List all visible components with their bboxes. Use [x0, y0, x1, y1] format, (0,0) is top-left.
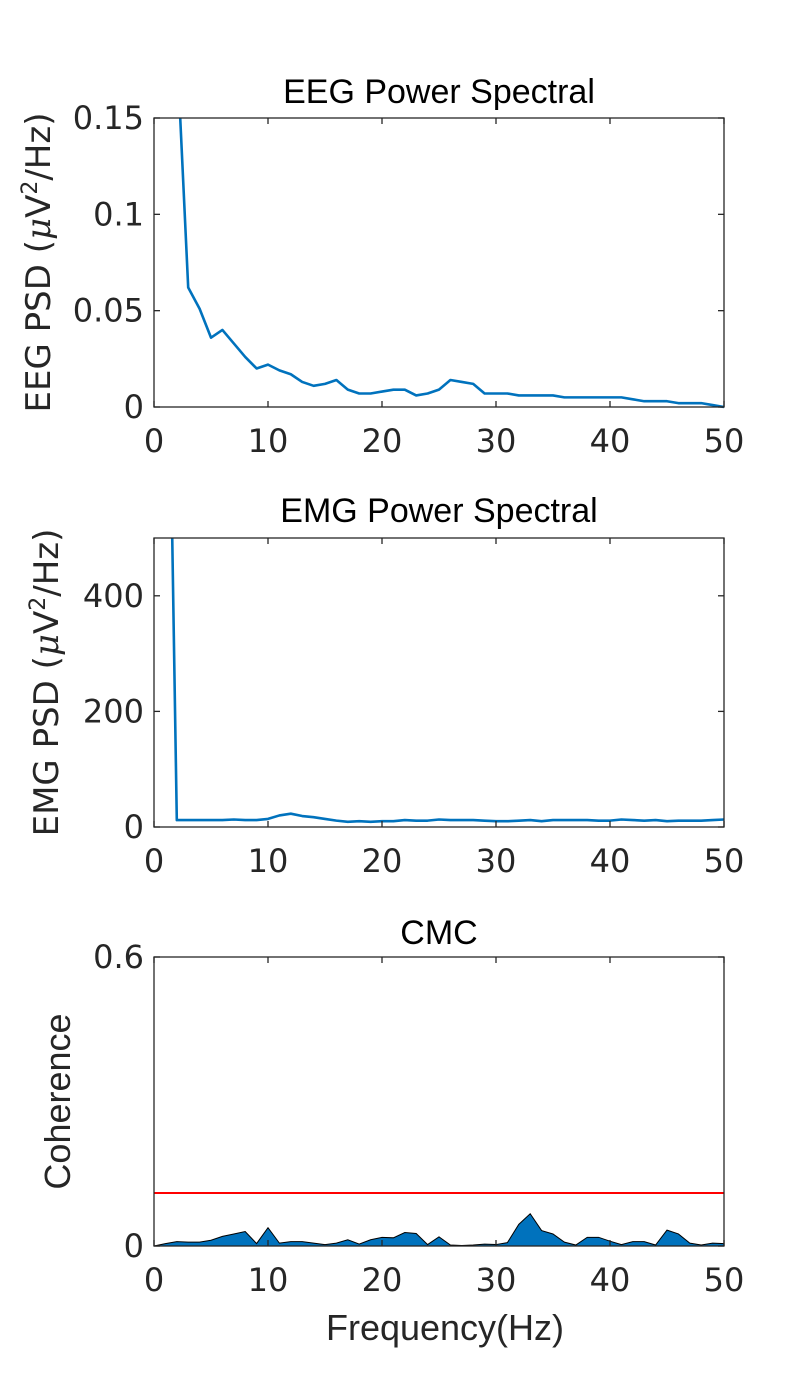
- series-line: [178, 117, 725, 409]
- plot-frame: [153, 117, 725, 408]
- x-tick-label: 40: [590, 422, 631, 460]
- coherence-area: [153, 1212, 725, 1247]
- chart-panel-1: 0 10 20 30 40 50 0 0.05 0.1 0.15 EEG Power Spectra…: [18, 73, 744, 460]
- y-tick-label: 200: [83, 692, 144, 730]
- x-tick-label: 0: [144, 1261, 164, 1299]
- y-axis-label-part: EEG PSD (: [19, 240, 59, 412]
- y-axis-label: EEG PSD (μV2/Hz): [18, 113, 59, 413]
- x-tick-label: 50: [704, 422, 745, 460]
- chart-title: EMG Power Spectral: [280, 492, 597, 530]
- x-tick-label: 50: [704, 842, 745, 880]
- y-axis-label-part: 2: [26, 597, 51, 611]
- y-axis-label-part: μ: [27, 634, 67, 656]
- y-tick-label: 0: [124, 808, 144, 846]
- plot-frame: [153, 537, 725, 828]
- x-tick-label: 20: [362, 1261, 403, 1299]
- x-tick-label: 40: [590, 1261, 631, 1299]
- x-tick-label: 30: [476, 842, 517, 880]
- y-axis-label: Coherence: [37, 1013, 78, 1189]
- y-axis-label: EMG PSD (μV2/Hz): [26, 529, 67, 837]
- x-tick-label: 30: [476, 1261, 517, 1299]
- series-line: [170, 537, 725, 824]
- x-axis-label: Frequency(Hz): [326, 1307, 564, 1348]
- y-axis-label-part: V: [27, 611, 67, 634]
- y-axis-label-part: μ: [19, 218, 59, 240]
- x-tick-label: 30: [476, 422, 517, 460]
- y-tick-label: 0.05: [73, 292, 144, 330]
- y-tick-label: 0.6: [93, 938, 144, 976]
- chart-title: EEG Power Spectral: [283, 73, 595, 111]
- plot-frame: [153, 956, 725, 1247]
- x-tick-label: 50: [704, 1261, 745, 1299]
- x-tick-label: 40: [590, 842, 631, 880]
- x-tick-label: 0: [144, 422, 164, 460]
- x-tick-label: 0: [144, 842, 164, 880]
- y-axis-label-part: EMG PSD (: [27, 656, 67, 836]
- x-tick-label: 10: [248, 422, 289, 460]
- y-tick-label: 0.1: [93, 195, 144, 233]
- y-tick-label: 0: [124, 388, 144, 426]
- x-tick-label: 20: [362, 422, 403, 460]
- y-axis-label-part: V: [19, 195, 59, 218]
- chart-panel-2: 0 10 20 30 40 50 0 200 400 EMG Power Spectral EMG …: [26, 492, 744, 880]
- y-tick-label: 400: [83, 577, 144, 615]
- y-tick-label: 0: [124, 1227, 144, 1265]
- y-tick-label: 0.15: [73, 99, 144, 137]
- x-tick-label: 10: [248, 1261, 289, 1299]
- chart-panel-3: 0 10 20 30 40 50 0 0.6 CMC Coherence Frequency(Hz): [37, 914, 744, 1348]
- chart-title: CMC: [400, 914, 477, 952]
- y-axis-label-part: /Hz): [27, 529, 67, 597]
- x-tick-label: 10: [248, 842, 289, 880]
- x-tick-label: 20: [362, 842, 403, 880]
- y-axis-label-part: 2: [18, 181, 43, 195]
- y-axis-label-part: /Hz): [19, 113, 59, 181]
